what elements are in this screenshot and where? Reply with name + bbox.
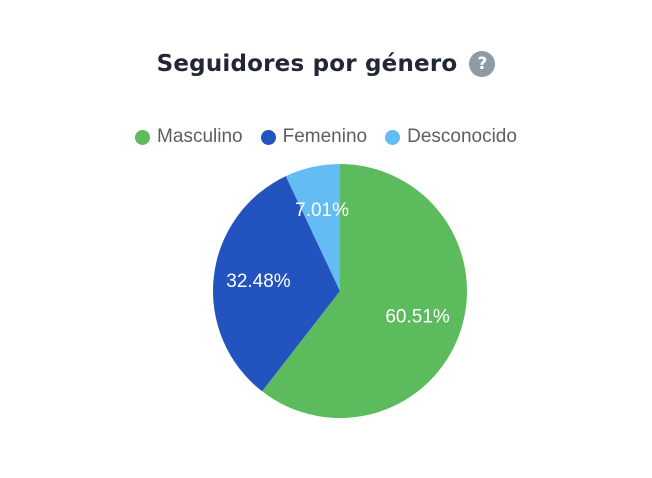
legend-label-masculino: Masculino	[157, 126, 243, 147]
pie-slice-femenino[interactable]	[213, 176, 340, 392]
legend-swatch-femenino	[260, 129, 276, 145]
legend-label-desconocido: Desconocido	[407, 126, 517, 147]
legend-item-desconocido[interactable]: Desconocido	[385, 126, 517, 148]
question-circle-icon[interactable]: ?	[469, 51, 496, 77]
chart-title: Seguidores por género	[156, 51, 458, 77]
legend-label-femenino: Femenino	[282, 126, 368, 147]
legend-swatch-desconocido	[385, 129, 401, 145]
legend-swatch-masculino	[135, 129, 151, 145]
legend-item-masculino[interactable]: Masculino	[135, 126, 243, 148]
chart-legend: Masculino Femenino Desconocido	[0, 124, 652, 150]
chart-header: Seguidores por género ?	[0, 44, 652, 84]
pie-label-masculino: 60.51%	[385, 307, 450, 328]
legend-item-femenino[interactable]: Femenino	[260, 126, 368, 148]
pie-label-desconocido: 7.01%	[295, 200, 349, 221]
pie-slice-desconocido[interactable]	[285, 164, 340, 291]
pie-slice-masculino[interactable]	[262, 164, 468, 418]
pie-label-femenino: 32.48%	[226, 271, 291, 292]
